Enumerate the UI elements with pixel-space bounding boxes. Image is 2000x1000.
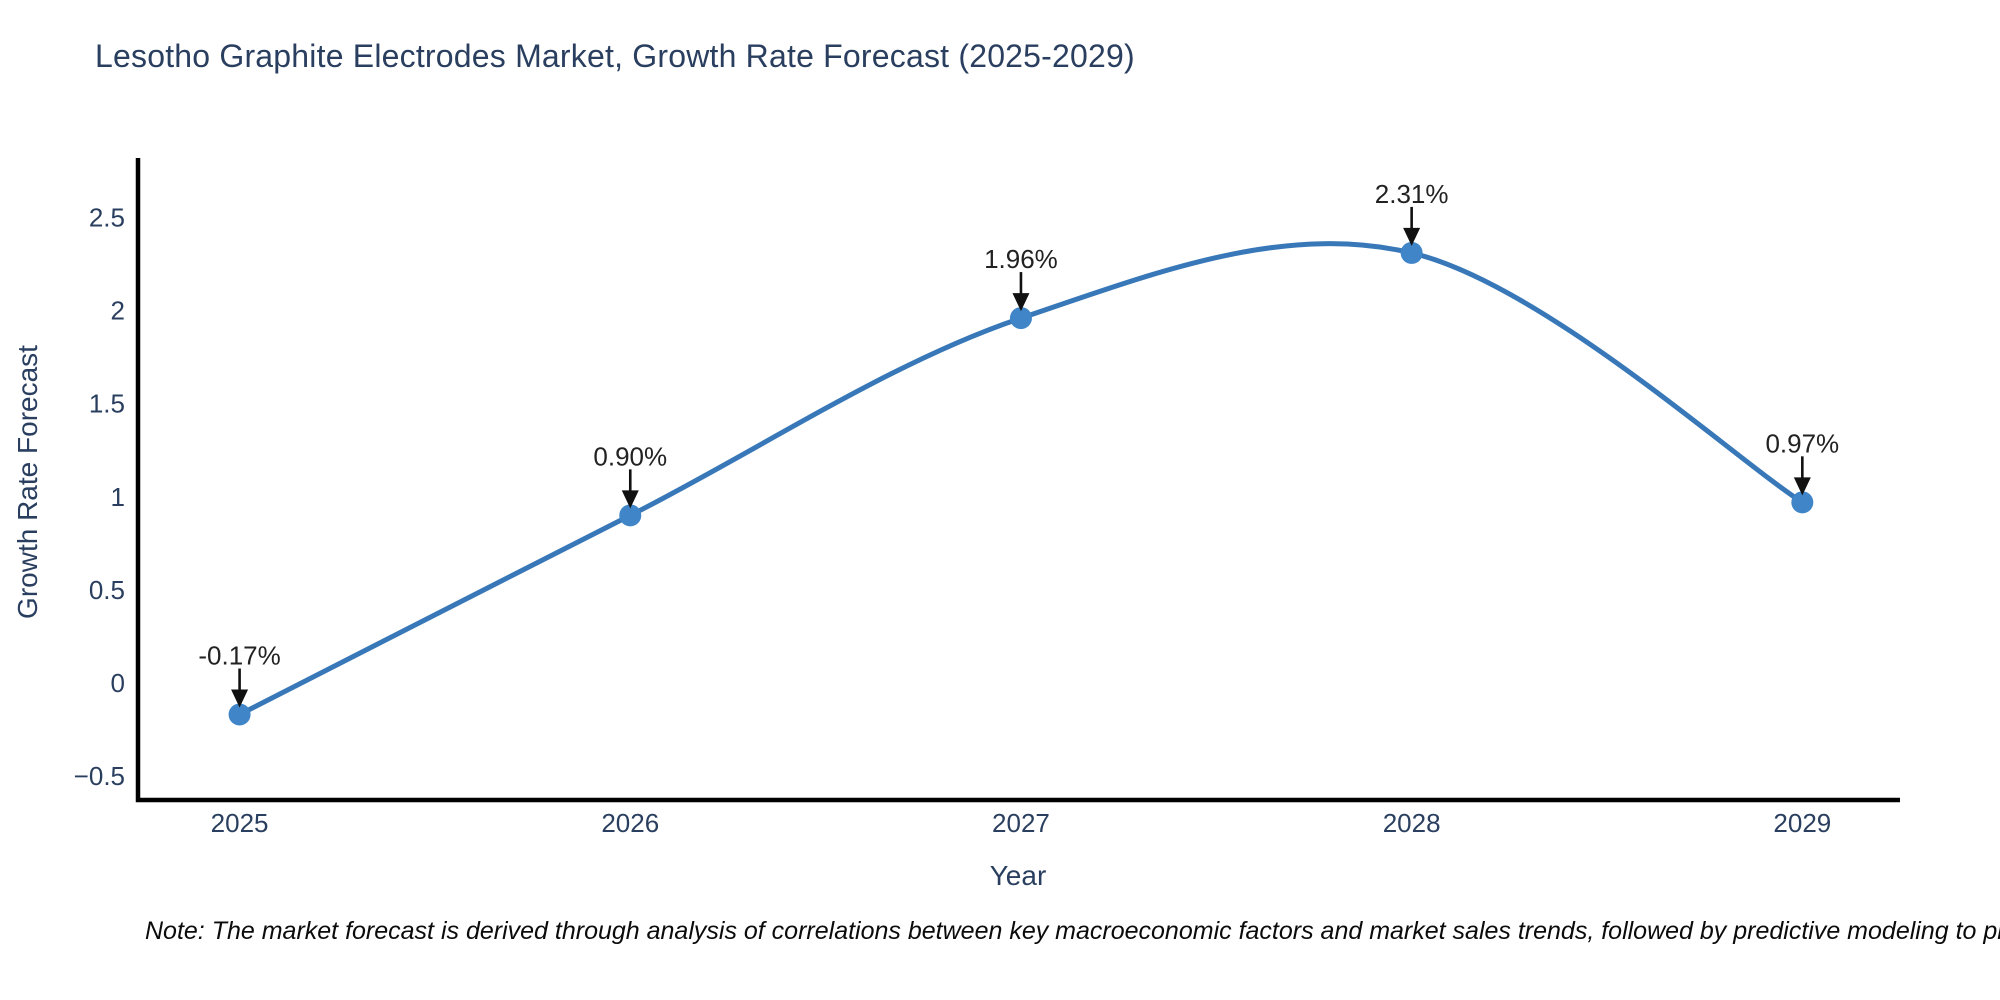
y-tick-label: 2.5: [89, 203, 125, 233]
data-point[interactable]: [228, 703, 251, 726]
x-tick-label: 2028: [1383, 808, 1441, 838]
point-label: 0.90%: [593, 441, 667, 471]
y-tick-label: 0: [111, 668, 125, 698]
point-label: 2.31%: [1375, 179, 1449, 209]
data-point[interactable]: [1009, 307, 1032, 330]
data-point[interactable]: [1791, 491, 1814, 514]
annotation-arrow-head: [231, 689, 249, 708]
annotation-arrow-head: [1012, 293, 1030, 312]
y-tick-label: 1.5: [89, 389, 125, 419]
data-point[interactable]: [619, 504, 642, 527]
annotation-arrow-head: [1793, 477, 1811, 496]
x-tick-label: 2026: [601, 808, 659, 838]
chart-title: Lesotho Graphite Electrodes Market, Grow…: [95, 38, 1135, 74]
y-tick-label: 0.5: [89, 575, 125, 605]
y-tick-label: −0.5: [74, 761, 125, 791]
x-tick-label: 2027: [992, 808, 1050, 838]
y-axis-title: Growth Rate Forecast: [12, 345, 43, 619]
data-point[interactable]: [1400, 241, 1423, 264]
axis-lines: [135, 158, 1900, 803]
annotation-arrow-head: [1403, 227, 1421, 246]
x-axis-title: Year: [989, 860, 1047, 891]
point-label: 1.96%: [984, 244, 1058, 274]
y-tick-label: 2: [111, 296, 125, 326]
annotation-arrow-head: [621, 490, 639, 509]
point-label: 0.97%: [1765, 428, 1839, 458]
x-tick-label: 2025: [211, 808, 269, 838]
y-tick-label: 1: [111, 482, 125, 512]
x-tick-label: 2029: [1773, 808, 1831, 838]
point-label: -0.17%: [198, 641, 280, 671]
footnote: Note: The market forecast is derived thr…: [145, 917, 2000, 945]
